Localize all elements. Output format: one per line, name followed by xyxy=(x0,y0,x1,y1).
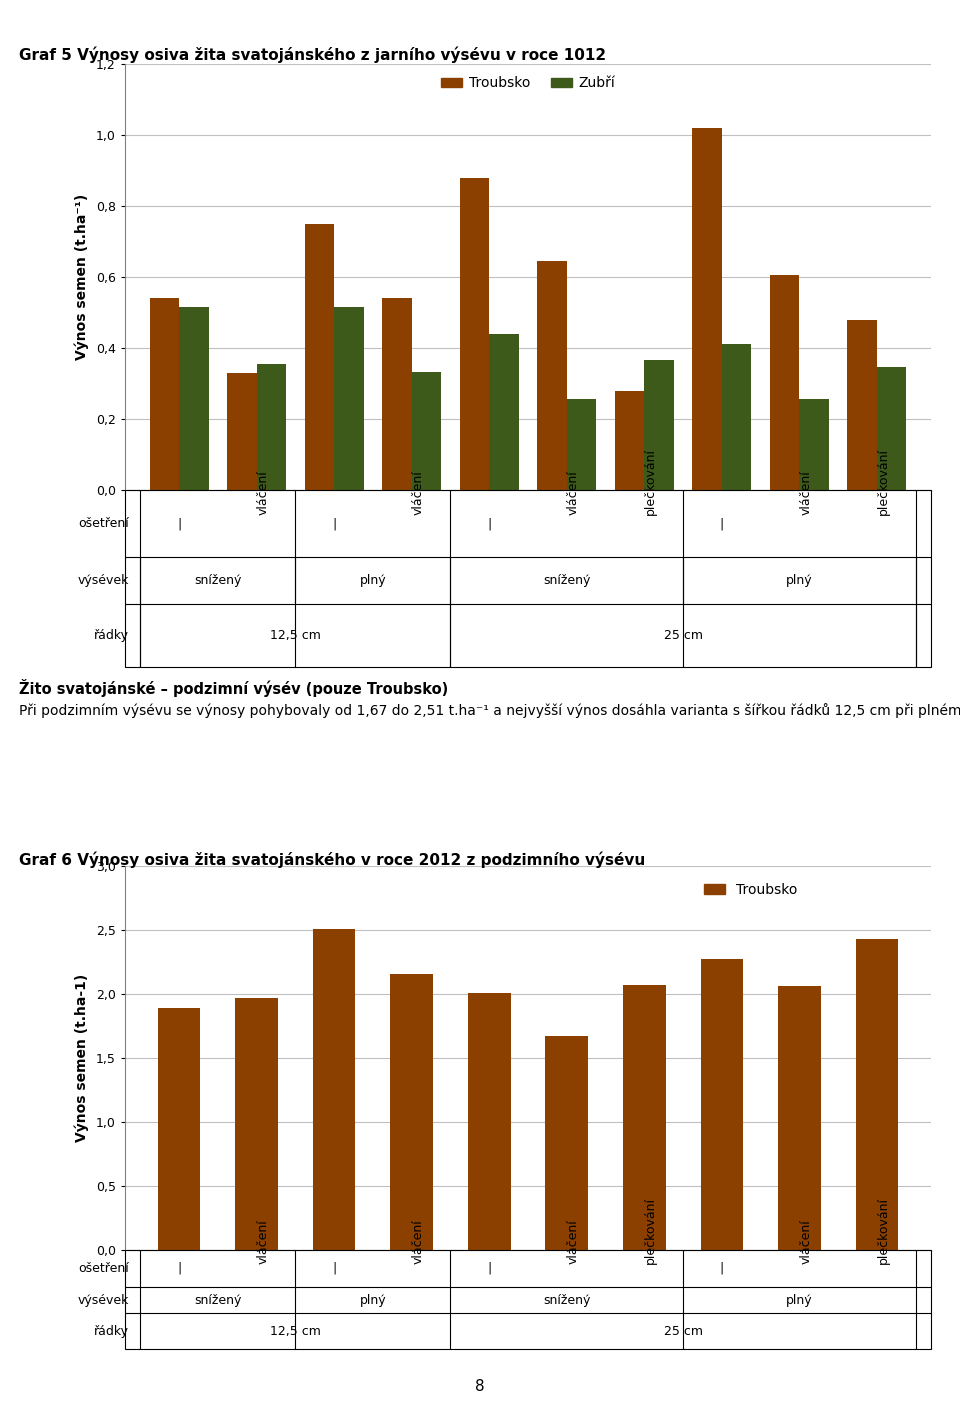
Text: vláčení: vláčení xyxy=(412,1218,424,1264)
Text: vláčení: vláčení xyxy=(256,470,270,514)
Bar xyxy=(490,335,518,490)
Text: vláčení: vláčení xyxy=(412,470,424,514)
Text: vláčení: vláčení xyxy=(256,1218,270,1264)
Bar xyxy=(150,298,180,490)
Bar xyxy=(545,1037,588,1250)
Text: snížený: snížený xyxy=(194,574,242,586)
Bar xyxy=(855,939,899,1250)
Bar xyxy=(382,298,412,490)
Bar xyxy=(623,985,665,1250)
Text: plečkování: plečkování xyxy=(644,1197,658,1264)
Text: Graf 6 Výnosy osiva žita svatojánského v roce 2012 z podzimního výsévu: Graf 6 Výnosy osiva žita svatojánského v… xyxy=(19,852,645,869)
Text: |: | xyxy=(177,1262,181,1275)
Text: vláčení: vláčení xyxy=(800,470,812,514)
Bar xyxy=(157,1008,201,1250)
Text: vláčení: vláčení xyxy=(800,1218,812,1264)
Bar xyxy=(848,320,876,490)
Bar xyxy=(235,998,278,1250)
Bar xyxy=(701,960,743,1250)
Text: plečkování: plečkování xyxy=(876,447,890,514)
Text: ošetření: ošetření xyxy=(78,517,129,530)
Text: plný: plný xyxy=(360,1294,386,1306)
Bar xyxy=(391,974,433,1250)
Text: plný: plný xyxy=(786,1294,813,1306)
Text: snížený: snížený xyxy=(543,574,590,586)
Bar xyxy=(313,929,355,1250)
Bar xyxy=(692,128,722,490)
Text: |: | xyxy=(332,517,336,530)
Bar xyxy=(468,993,511,1250)
Text: Graf 5 Výnosy osiva žita svatojánského z jarního výsévu v roce 1012: Graf 5 Výnosy osiva žita svatojánského z… xyxy=(19,47,607,64)
Legend: Troubsko, Zubří: Troubsko, Zubří xyxy=(435,71,621,97)
Text: |: | xyxy=(487,1262,492,1275)
Bar xyxy=(125,1250,931,1349)
Text: 12,5 cm: 12,5 cm xyxy=(270,629,321,642)
Text: 8: 8 xyxy=(475,1379,485,1394)
Bar xyxy=(770,275,800,490)
Text: Žito svatojánské – podzimní výsév (pouze Troubsko): Žito svatojánské – podzimní výsév (pouze… xyxy=(19,679,448,697)
Text: plečkování: plečkování xyxy=(644,447,658,514)
Bar xyxy=(180,307,208,490)
Text: |: | xyxy=(720,517,724,530)
Bar xyxy=(778,987,821,1250)
Text: ošetření: ošetření xyxy=(78,1262,129,1275)
Bar xyxy=(125,490,931,667)
Text: |: | xyxy=(332,1262,336,1275)
Text: vláčení: vláčení xyxy=(566,470,580,514)
Text: |: | xyxy=(487,517,492,530)
Text: snížený: snížený xyxy=(543,1294,590,1306)
Text: výsévek: výsévek xyxy=(78,574,129,586)
Bar xyxy=(412,372,442,490)
Bar xyxy=(228,372,256,490)
Bar xyxy=(304,223,334,490)
Legend: Troubsko: Troubsko xyxy=(699,878,804,902)
Bar xyxy=(566,399,596,490)
Bar xyxy=(876,368,906,490)
Bar xyxy=(334,307,364,490)
Text: plný: plný xyxy=(360,574,386,586)
Text: 25 cm: 25 cm xyxy=(663,1325,703,1338)
Bar xyxy=(256,364,286,490)
Bar xyxy=(538,261,566,490)
Text: plný: plný xyxy=(786,574,813,586)
Text: |: | xyxy=(720,1262,724,1275)
Text: 12,5 cm: 12,5 cm xyxy=(270,1325,321,1338)
Bar xyxy=(460,178,490,490)
Text: vláčení: vláčení xyxy=(566,1218,580,1264)
Text: výsévek: výsévek xyxy=(78,1294,129,1306)
Bar xyxy=(614,391,644,490)
Y-axis label: Výnos semen (t.ha⁻¹): Výnos semen (t.ha⁻¹) xyxy=(74,193,89,361)
Text: snížený: snížený xyxy=(194,1294,242,1306)
Bar xyxy=(722,344,752,490)
Text: 25 cm: 25 cm xyxy=(663,629,703,642)
Text: řádky: řádky xyxy=(94,1325,129,1338)
Text: řádky: řádky xyxy=(94,629,129,642)
Text: plečkování: plečkování xyxy=(876,1197,890,1264)
Text: |: | xyxy=(177,517,181,530)
Bar xyxy=(644,361,674,490)
Y-axis label: Výnos semen (t.ha-1): Výnos semen (t.ha-1) xyxy=(74,974,89,1142)
Text: Při podzimním výsévu se výnosy pohybovaly od 1,67 do 2,51 t.ha⁻¹ a nejvyšší výno: Při podzimním výsévu se výnosy pohyboval… xyxy=(19,703,960,719)
Bar xyxy=(800,399,828,490)
